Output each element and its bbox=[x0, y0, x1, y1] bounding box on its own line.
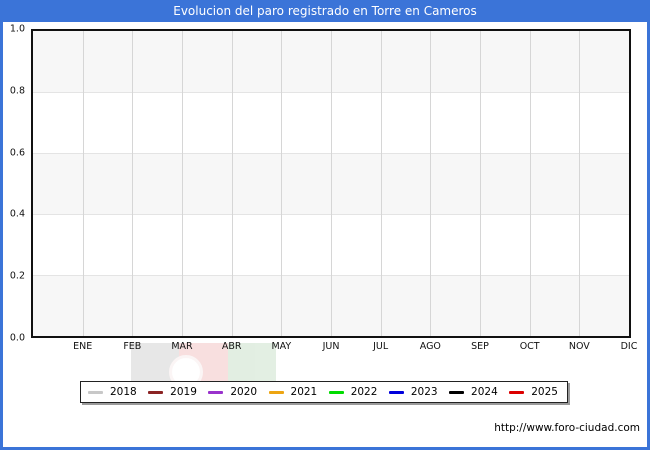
legend-item-2021: 2021 bbox=[268, 386, 318, 398]
legend-label: 2022 bbox=[350, 386, 378, 398]
x-tick-label: JUL bbox=[373, 341, 389, 352]
gridline-v bbox=[231, 31, 233, 336]
legend-label: 2024 bbox=[471, 386, 498, 398]
plot-area bbox=[31, 29, 631, 338]
legend-line-swatch bbox=[88, 390, 103, 394]
x-tick-label: DIC bbox=[620, 341, 638, 352]
y-tick-label: 0.0 bbox=[9, 332, 25, 344]
legend-line-swatch bbox=[509, 390, 525, 394]
gridline-v bbox=[82, 31, 84, 336]
x-axis: ENE FEB MAR ABR MAY JUN JUL AGO SEP OCT … bbox=[33, 341, 637, 355]
x-tick-label: SEP bbox=[471, 341, 489, 352]
gridline-v bbox=[380, 31, 382, 336]
y-tick-label: 0.8 bbox=[9, 85, 25, 97]
gridline-v bbox=[480, 31, 481, 336]
legend-line-swatch bbox=[328, 390, 344, 394]
legend-line-swatch bbox=[208, 390, 224, 394]
legend-label: 2021 bbox=[290, 386, 318, 398]
x-tick-label: ENE bbox=[73, 341, 93, 352]
legend-item-2024: 2024 bbox=[449, 386, 498, 398]
gridline-v bbox=[430, 31, 432, 336]
legend: 2018 2019 2020 2021 2022 2023 2024 2025 bbox=[80, 381, 568, 403]
gridline-v bbox=[579, 31, 581, 336]
x-tick-label: AGO bbox=[419, 341, 441, 352]
x-tick-label: ABR bbox=[221, 341, 242, 352]
legend-item-2025: 2025 bbox=[509, 386, 558, 398]
legend-label: 2019 bbox=[170, 386, 197, 398]
y-tick-label: 0.2 bbox=[9, 270, 25, 282]
x-tick-label: OCT bbox=[519, 341, 540, 352]
chart-title: Evolucion del paro registrado en Torre e… bbox=[3, 3, 647, 22]
legend-label: 2020 bbox=[230, 386, 258, 398]
x-tick-label: JUN bbox=[322, 341, 340, 352]
legend-item-2023: 2023 bbox=[388, 386, 438, 398]
legend-label: 2018 bbox=[110, 386, 137, 398]
x-tick-label: FEB bbox=[123, 341, 142, 352]
legend-line-swatch bbox=[388, 390, 404, 394]
legend-line-swatch bbox=[268, 390, 284, 394]
legend-item-2022: 2022 bbox=[328, 386, 378, 398]
legend-item-2018: 2018 bbox=[88, 386, 137, 398]
x-tick-label: NOV bbox=[568, 341, 590, 352]
gridline-v bbox=[132, 31, 134, 336]
gridline-v bbox=[331, 31, 332, 336]
legend-line-swatch bbox=[449, 390, 465, 394]
legend-label: 2023 bbox=[410, 386, 438, 398]
y-tick-label: 0.4 bbox=[9, 208, 25, 220]
y-tick-label: 0.6 bbox=[9, 147, 25, 159]
legend-item-2020: 2020 bbox=[208, 386, 257, 398]
legend-label: 2025 bbox=[531, 386, 558, 398]
gridline-v bbox=[182, 31, 183, 336]
gridline-v bbox=[529, 31, 531, 336]
legend-item-2019: 2019 bbox=[148, 386, 197, 398]
y-axis: 1.0 0.8 0.6 0.4 0.2 0.0 bbox=[3, 24, 27, 344]
x-tick-label: MAR bbox=[171, 341, 193, 352]
footer-url[interactable]: http://www.foro-ciudad.com bbox=[494, 422, 640, 434]
gridline-v bbox=[281, 31, 283, 336]
y-tick-label: 1.0 bbox=[9, 23, 25, 35]
x-tick-label: MAY bbox=[271, 341, 292, 352]
legend-line-swatch bbox=[148, 390, 164, 394]
